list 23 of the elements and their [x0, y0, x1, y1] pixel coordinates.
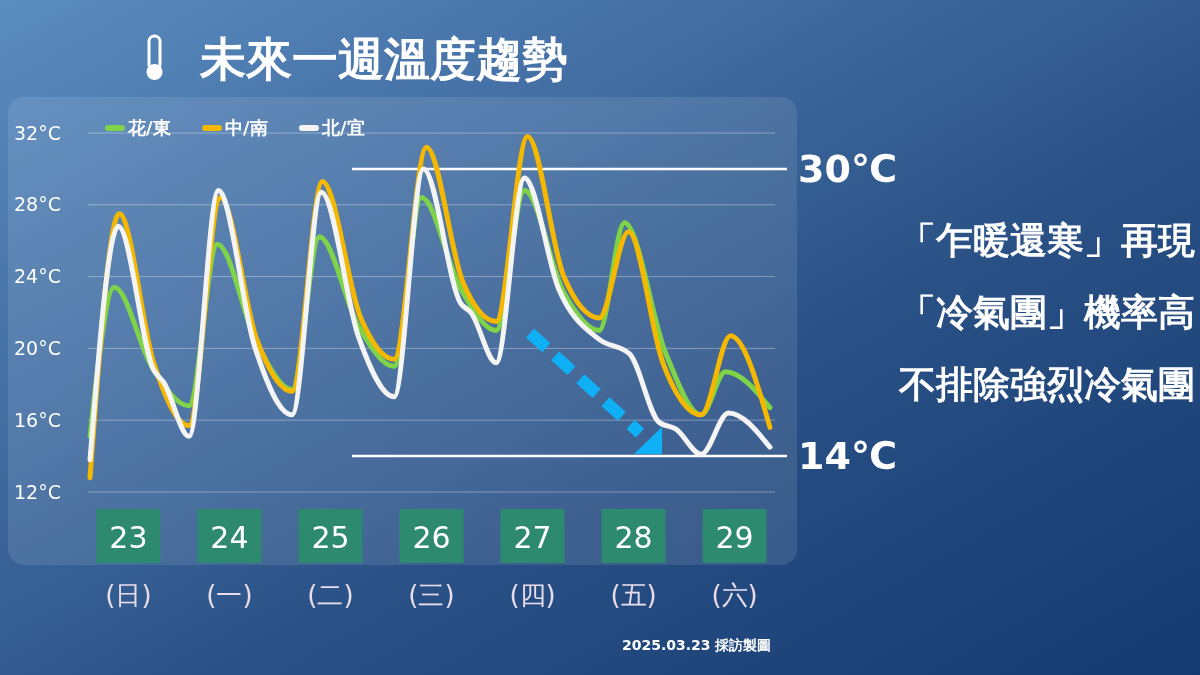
x-tick-label: 26 (三) [408, 519, 455, 611]
x-tick-label: 28 (五) [610, 519, 657, 611]
text: 「乍暖還寒」再現 [899, 218, 1195, 262]
y-tick-label: 12°C [14, 480, 61, 503]
text: 「冷氣團」機率高 [899, 290, 1195, 334]
text: 不排除強烈冷氣團 [898, 362, 1195, 406]
chart-title: 未來一週溫度趨勢 [199, 32, 568, 86]
x-tick-label: 25 (二) [307, 519, 354, 611]
text: 2025.03.23 採訪製圖 [622, 636, 772, 653]
legend-label: 中/南 [225, 117, 268, 139]
y-tick-label: 16°C [14, 408, 61, 431]
y-tick-label: 20°C [14, 337, 61, 360]
ref-line-label: 30℃ [798, 147, 897, 192]
ref-line-label: 14℃ [798, 434, 897, 479]
y-tick-label: 32°C [14, 121, 61, 144]
y-tick-label: 24°C [14, 265, 61, 288]
x-tick-label: 24 (一) [206, 519, 253, 611]
x-tick-label: 29 (六) [711, 519, 758, 611]
legend-label: 北/宜 [321, 117, 365, 139]
y-tick-label: 28°C [14, 193, 61, 216]
x-tick-label: 27 (四) [509, 519, 556, 611]
legend-label: 花/東 [127, 117, 171, 139]
x-tick-label: 23 (日) [105, 519, 152, 611]
